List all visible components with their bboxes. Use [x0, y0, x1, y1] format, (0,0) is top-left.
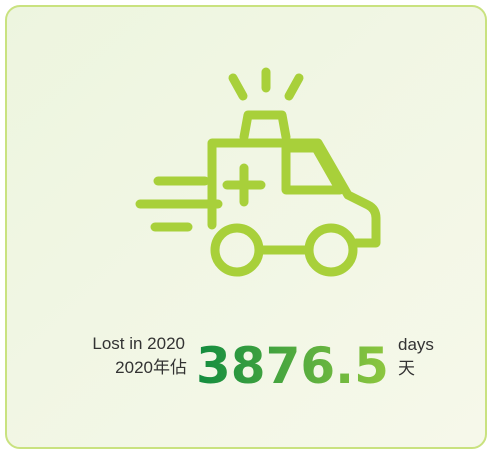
value: 3876.5 — [196, 337, 389, 395]
ambulance-icon — [135, 67, 381, 277]
label-en: Lost in 2020 — [92, 334, 185, 353]
label-zh: 2020年佔 — [115, 358, 187, 377]
unit-zh: 天 — [398, 359, 415, 378]
unit-en: days — [398, 335, 434, 354]
